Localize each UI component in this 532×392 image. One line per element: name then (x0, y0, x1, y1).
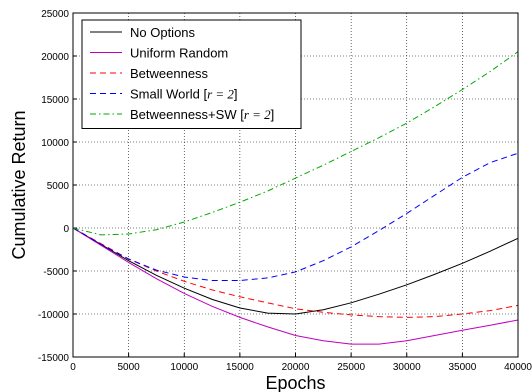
legend-entry: Betweenness+SW [r = 2] (130, 107, 274, 122)
y-tick-labels: -15000 -10000 -5000 0 5000 10000 15000 20000 250… (38, 9, 70, 364)
series-line-1 (72, 227, 519, 345)
x-tick-label: 40000 (504, 362, 532, 373)
x-tick-label: 15000 (226, 362, 254, 373)
y-tick-label: -5000 (43, 267, 69, 278)
y-tick-label: 10000 (41, 138, 69, 149)
series-line-0 (72, 227, 519, 315)
series-lines (72, 51, 519, 345)
legend-entry: No Options (130, 25, 196, 40)
plot-frame (72, 12, 519, 358)
y-tick-label: 20000 (41, 52, 69, 63)
y-tick-label: 0 (63, 224, 69, 235)
x-axis-label: Epochs (265, 373, 325, 392)
legend-entry: Uniform Random (130, 46, 228, 61)
legend-entry: Betweenness (130, 66, 209, 81)
x-tick-label: 30000 (393, 362, 421, 373)
series-line-2 (72, 227, 519, 318)
x-tick-label: 10000 (170, 362, 198, 373)
y-tick-label: -15000 (38, 353, 70, 364)
x-tick-label: 20000 (282, 362, 310, 373)
series-line-4 (72, 51, 519, 236)
y-tick-label: 15000 (41, 95, 69, 106)
legend: No Options Uniform Random Betweenness Small… (81, 19, 302, 129)
y-tick-label: -10000 (38, 310, 70, 321)
x-tick-label: 0 (70, 362, 76, 373)
legend-entry: Small World [r = 2] (130, 87, 238, 102)
y-tick-label: 25000 (41, 9, 69, 20)
y-axis-label: Cumulative Return (9, 110, 29, 259)
x-tick-label: 25000 (337, 362, 365, 373)
x-tick-label: 35000 (448, 362, 476, 373)
series-line-3 (72, 152, 519, 281)
x-tick-label: 5000 (118, 362, 141, 373)
y-tick-label: 5000 (47, 181, 70, 192)
x-tick-labels: 0 5000 10000 15000 20000 25000 30000 35000 40000 (70, 362, 532, 373)
legend-box (81, 19, 302, 129)
